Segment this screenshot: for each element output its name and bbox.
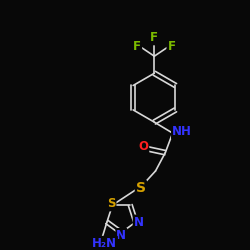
Text: N: N — [116, 229, 126, 242]
Text: F: F — [168, 40, 175, 53]
Text: F: F — [133, 40, 141, 53]
Text: S: S — [107, 198, 116, 210]
Text: NH: NH — [172, 126, 192, 138]
Text: F: F — [150, 31, 158, 44]
Text: H₂N: H₂N — [92, 237, 117, 250]
Text: S: S — [136, 181, 146, 195]
Text: N: N — [134, 216, 144, 228]
Text: O: O — [138, 140, 148, 153]
